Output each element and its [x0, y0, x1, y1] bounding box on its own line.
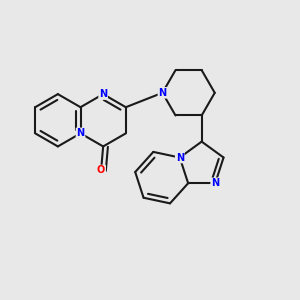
- Text: N: N: [99, 89, 107, 99]
- Text: N: N: [176, 152, 184, 163]
- Text: O: O: [97, 166, 105, 176]
- Text: N: N: [211, 178, 219, 188]
- Text: N: N: [158, 88, 166, 98]
- Text: N: N: [76, 128, 85, 138]
